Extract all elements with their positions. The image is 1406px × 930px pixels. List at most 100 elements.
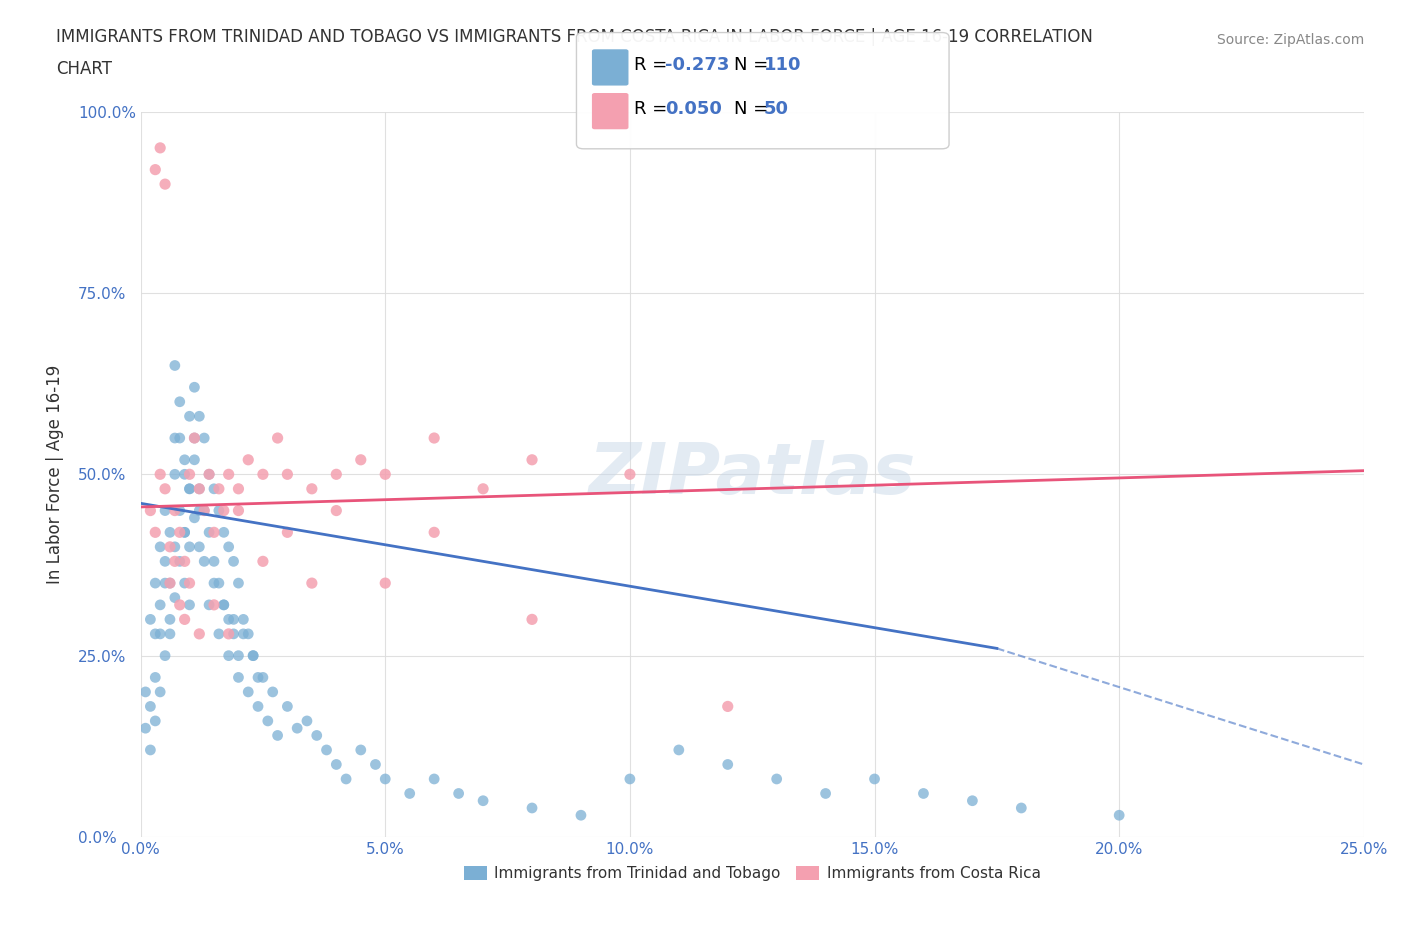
- Point: [202, 525, 225, 539]
- Point: [374, 576, 396, 591]
- Point: [193, 431, 215, 445]
- Point: [169, 503, 191, 518]
- Point: [301, 576, 323, 591]
- Point: [143, 162, 166, 177]
- Point: [218, 539, 240, 554]
- Point: [173, 467, 195, 482]
- Point: [173, 576, 195, 591]
- Point: [153, 648, 176, 663]
- Point: [1108, 808, 1130, 823]
- Point: [232, 612, 254, 627]
- Point: [183, 379, 205, 394]
- Point: [423, 525, 446, 539]
- Point: [447, 786, 470, 801]
- Point: [198, 467, 221, 482]
- Point: [912, 786, 935, 801]
- Point: [159, 576, 181, 591]
- Point: [179, 482, 201, 497]
- Point: [202, 482, 225, 497]
- Point: [179, 467, 201, 482]
- Text: N =: N =: [734, 56, 773, 74]
- Point: [717, 699, 740, 714]
- Point: [765, 772, 787, 787]
- Point: [188, 627, 211, 642]
- Point: [163, 539, 186, 554]
- Point: [212, 597, 235, 612]
- Point: [153, 503, 176, 518]
- Point: [163, 554, 186, 569]
- Point: [183, 511, 205, 525]
- Point: [159, 539, 181, 554]
- Point: [863, 772, 886, 787]
- Point: [247, 699, 270, 714]
- Point: [619, 772, 641, 787]
- Point: [472, 793, 495, 808]
- Text: 110: 110: [763, 56, 801, 74]
- Point: [179, 597, 201, 612]
- Point: [149, 539, 172, 554]
- Point: [276, 467, 298, 482]
- Text: Source: ZipAtlas.com: Source: ZipAtlas.com: [1216, 33, 1364, 46]
- Point: [222, 554, 245, 569]
- Text: -0.273: -0.273: [665, 56, 730, 74]
- Point: [212, 503, 235, 518]
- Point: [520, 612, 543, 627]
- Point: [173, 525, 195, 539]
- Point: [364, 757, 387, 772]
- Point: [198, 597, 221, 612]
- Text: N =: N =: [734, 100, 773, 118]
- Point: [222, 627, 245, 642]
- Point: [149, 140, 172, 155]
- Point: [149, 597, 172, 612]
- Point: [266, 431, 288, 445]
- Point: [222, 612, 245, 627]
- Point: [350, 742, 373, 757]
- Point: [149, 684, 172, 699]
- Point: [193, 503, 215, 518]
- Point: [276, 525, 298, 539]
- Point: [179, 482, 201, 497]
- Point: [173, 452, 195, 467]
- Point: [202, 554, 225, 569]
- Point: [472, 482, 495, 497]
- Point: [208, 576, 231, 591]
- Point: [398, 786, 420, 801]
- Point: [139, 699, 162, 714]
- Point: [149, 627, 172, 642]
- Point: [374, 772, 396, 787]
- Point: [143, 627, 166, 642]
- Point: [188, 482, 211, 497]
- Point: [1010, 801, 1032, 816]
- Point: [228, 503, 250, 518]
- Point: [962, 793, 984, 808]
- Point: [325, 757, 347, 772]
- Text: R =: R =: [634, 100, 673, 118]
- Point: [242, 648, 264, 663]
- Point: [153, 177, 176, 192]
- Point: [173, 612, 195, 627]
- Point: [305, 728, 328, 743]
- Point: [188, 539, 211, 554]
- Point: [169, 431, 191, 445]
- Point: [228, 648, 250, 663]
- Point: [193, 554, 215, 569]
- Point: [256, 713, 278, 728]
- Point: [173, 525, 195, 539]
- Point: [228, 670, 250, 684]
- Point: [374, 467, 396, 482]
- Point: [143, 525, 166, 539]
- Point: [163, 431, 186, 445]
- Point: [143, 576, 166, 591]
- Point: [188, 409, 211, 424]
- Point: [252, 467, 274, 482]
- Point: [163, 503, 186, 518]
- Point: [169, 597, 191, 612]
- Point: [208, 627, 231, 642]
- Point: [423, 772, 446, 787]
- Point: [276, 699, 298, 714]
- Point: [212, 597, 235, 612]
- Point: [208, 503, 231, 518]
- Point: [252, 670, 274, 684]
- Point: [183, 431, 205, 445]
- Point: [668, 742, 690, 757]
